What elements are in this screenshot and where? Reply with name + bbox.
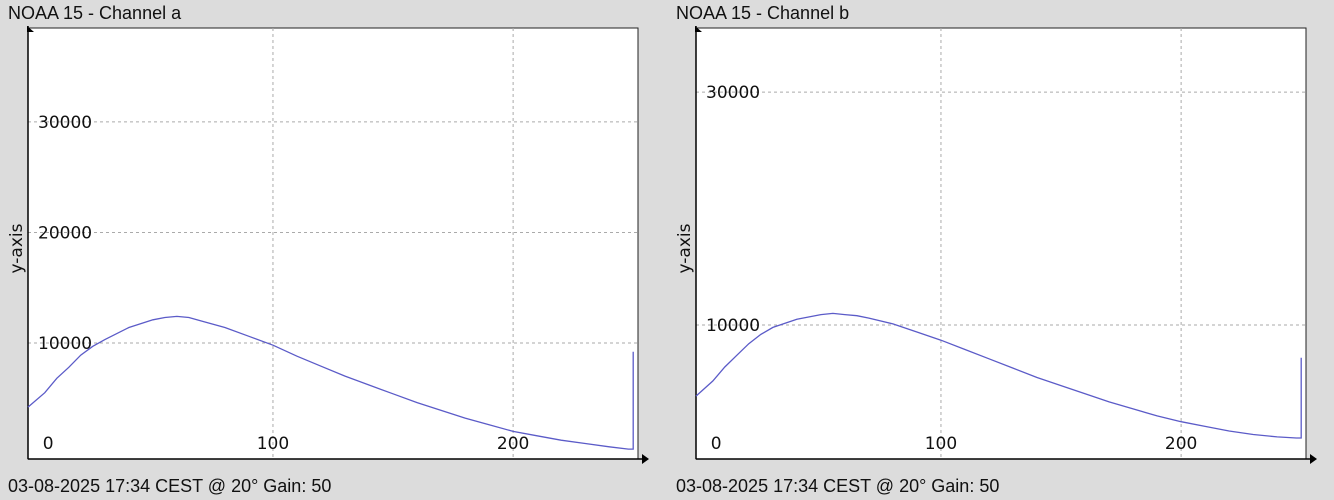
y-tick-label: 20000: [38, 223, 92, 243]
x-tick-label: 0: [711, 434, 722, 454]
chart-footer-timestamp: 03-08-2025 17:34 CEST @ 20° Gain: 50: [676, 476, 1000, 496]
x-tick-label: 100: [925, 434, 957, 454]
x-axis-arrow-icon: [1310, 454, 1317, 464]
chart-panel-channel-a: NOAA 15 - Channel a 0 100 200 10000 20000 300…: [0, 0, 660, 500]
chart-title: NOAA 15 - Channel a: [8, 3, 182, 23]
x-tick-label: 0: [43, 434, 54, 454]
series-line: [695, 312, 1302, 439]
x-tick-label: 100: [257, 434, 289, 454]
chart-plot-channel-b: 0 100 200 10000 30000 y-axis: [675, 26, 1317, 464]
y-tick-label: 10000: [706, 316, 760, 336]
y-axis-title: y-axis: [7, 223, 27, 273]
chart-title: NOAA 15 - Channel b: [676, 3, 850, 23]
y-axis-arrow-icon: [695, 26, 702, 32]
y-axis-title: y-axis: [675, 223, 695, 273]
y-tick-label: 10000: [38, 334, 92, 354]
series-line: [27, 315, 634, 450]
chart-panel-channel-b: NOAA 15 - Channel b 0 100 200 10000 30000 y-a…: [668, 0, 1328, 500]
y-tick-label: 30000: [38, 113, 92, 133]
x-tick-label: 200: [497, 434, 529, 454]
y-axis-arrow-icon: [27, 26, 34, 32]
x-tick-label: 200: [1165, 434, 1197, 454]
x-axis-arrow-icon: [642, 454, 649, 464]
chart-plot-channel-a: 0 100 200 10000 20000 30000 y-axis: [7, 26, 649, 464]
y-tick-label: 30000: [706, 83, 760, 103]
plot-area: [27, 27, 639, 460]
chart-footer-timestamp: 03-08-2025 17:34 CEST @ 20° Gain: 50: [8, 476, 332, 496]
plot-area: [695, 27, 1307, 460]
